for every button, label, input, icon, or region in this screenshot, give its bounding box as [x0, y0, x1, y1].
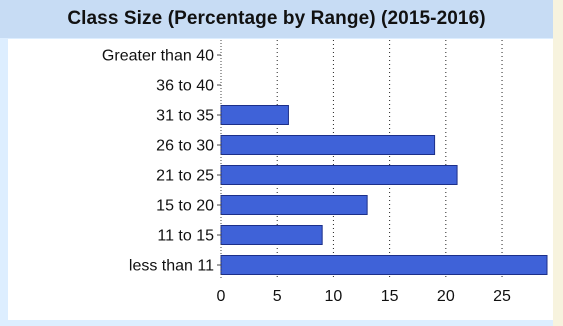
- x-tick-label: 0: [217, 288, 226, 305]
- y-tick-label: 21 to 25: [156, 168, 214, 185]
- x-tick-label: 5: [273, 288, 282, 305]
- y-tick-label: less than 11: [129, 258, 214, 275]
- bar-less-than-11: [221, 256, 547, 275]
- bar-21-to-25: [221, 166, 457, 185]
- y-tick-label: 31 to 35: [156, 108, 214, 125]
- bar-11-to-15: [221, 226, 322, 245]
- y-tick-label: 26 to 30: [156, 138, 214, 155]
- bar-31-to-35: [221, 106, 288, 125]
- x-tick-label: 25: [493, 288, 511, 305]
- x-tick-label: 20: [437, 288, 455, 305]
- y-tick-label: 15 to 20: [156, 198, 214, 215]
- y-tick-label: 11 to 15: [157, 228, 214, 245]
- bar-15-to-20: [221, 196, 367, 215]
- bar-26-to-30: [221, 136, 435, 155]
- y-tick-label: 36 to 40: [156, 78, 214, 95]
- x-tick-label: 10: [325, 288, 343, 305]
- y-tick-label: Greater than 40: [102, 48, 214, 65]
- x-tick-label: 15: [381, 288, 399, 305]
